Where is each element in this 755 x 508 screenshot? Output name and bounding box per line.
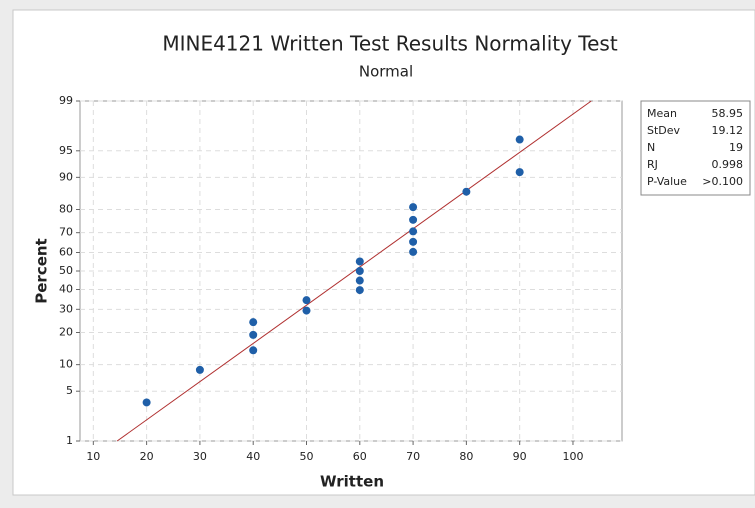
y-tick-label: 95 xyxy=(59,144,73,157)
point xyxy=(142,398,151,407)
x-tick-label: 20 xyxy=(140,450,154,463)
stats-box xyxy=(640,100,751,196)
y-tick-label: 5 xyxy=(66,384,73,397)
stat-label: StDev xyxy=(647,124,681,137)
stat-value: 58.95 xyxy=(712,107,744,120)
stat-label: N xyxy=(647,141,655,154)
point xyxy=(462,187,471,196)
point xyxy=(195,365,204,374)
point xyxy=(515,135,524,144)
point xyxy=(249,318,258,327)
point xyxy=(355,286,364,295)
x-tick-label: 40 xyxy=(246,450,260,463)
fit-line xyxy=(116,100,592,442)
stat-label: P-Value xyxy=(647,175,687,188)
stat-value: 0.998 xyxy=(712,158,744,171)
x-tick-label: 10 xyxy=(86,450,100,463)
y-tick-label: 30 xyxy=(59,302,73,315)
y-tick-label: 60 xyxy=(59,245,73,258)
y-tick-label: 10 xyxy=(59,358,73,371)
y-tick-label: 99 xyxy=(59,94,73,107)
stat-value: 19 xyxy=(729,141,743,154)
x-tick-label: 90 xyxy=(513,450,527,463)
x-tick-label: 70 xyxy=(406,450,420,463)
stat-value: 19.12 xyxy=(712,124,744,137)
x-tick-label: 50 xyxy=(299,450,313,463)
point xyxy=(409,247,418,256)
y-tick-label: 70 xyxy=(59,226,73,239)
point xyxy=(355,267,364,275)
point xyxy=(302,306,311,315)
stat-label: Mean xyxy=(647,107,677,120)
y-tick-label: 50 xyxy=(59,264,73,277)
y-tick-label: 40 xyxy=(59,283,73,296)
point xyxy=(355,257,364,266)
point xyxy=(302,296,311,305)
stat-label: RJ xyxy=(647,158,658,171)
point xyxy=(409,237,418,246)
x-tick-label: 100 xyxy=(562,450,583,463)
point xyxy=(409,203,418,212)
stat-value: >0.100 xyxy=(702,175,743,188)
point xyxy=(515,168,524,177)
point xyxy=(249,330,258,339)
chart-subtitle: Normal xyxy=(359,63,413,81)
point xyxy=(409,227,418,236)
x-tick-label: 60 xyxy=(353,450,367,463)
x-tick-label: 80 xyxy=(459,450,473,463)
point xyxy=(249,346,258,355)
point xyxy=(409,215,418,224)
point xyxy=(355,276,364,285)
chart-title: MINE4121 Written Test Results Normality … xyxy=(162,32,618,56)
y-tick-label: 90 xyxy=(59,170,73,183)
x-axis-label: Written xyxy=(320,473,384,491)
y-tick-label: 80 xyxy=(59,202,73,215)
x-tick-label: 30 xyxy=(193,450,207,463)
y-tick-label: 20 xyxy=(59,326,73,339)
y-axis-label: Percent xyxy=(33,238,51,303)
y-tick-label: 1 xyxy=(66,434,73,447)
